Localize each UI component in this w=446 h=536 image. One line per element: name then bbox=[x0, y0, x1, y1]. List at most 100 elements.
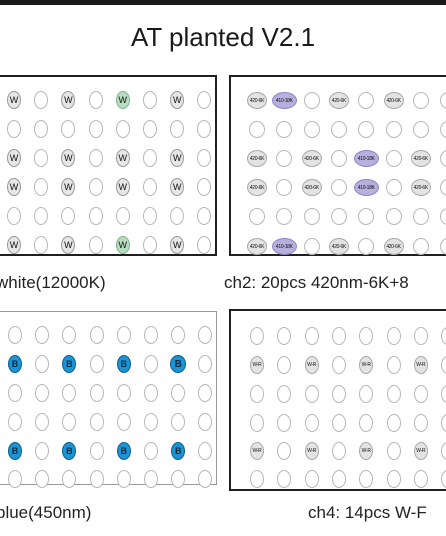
led-slot-empty bbox=[61, 207, 76, 225]
led-slot-empty bbox=[386, 356, 401, 374]
led-ch4-w-r: W-R bbox=[250, 442, 264, 460]
led-slot-empty bbox=[170, 207, 185, 225]
led-slot-empty bbox=[330, 150, 347, 167]
led-slot-empty bbox=[116, 470, 131, 488]
led-slot-empty bbox=[250, 470, 264, 488]
led-slot-empty bbox=[413, 327, 428, 345]
led-slot-empty bbox=[143, 91, 157, 109]
led-ch1-w: W bbox=[61, 91, 76, 109]
led-slot-empty bbox=[359, 327, 374, 345]
led-slot-empty bbox=[249, 121, 265, 138]
led-slot-empty bbox=[277, 470, 292, 488]
led-slot-empty bbox=[358, 92, 375, 109]
led-slot-empty bbox=[413, 414, 428, 432]
led-slot-empty bbox=[385, 208, 402, 225]
led-ch4-w-r: W-R bbox=[359, 442, 374, 460]
top-border bbox=[0, 0, 446, 5]
led-slot-empty bbox=[358, 208, 375, 225]
led-ch3-b: B bbox=[8, 355, 22, 373]
led-slot-empty bbox=[358, 121, 375, 138]
led-ch1-w: W bbox=[61, 236, 76, 254]
led-ch2-420-6k: 420-6K bbox=[410, 150, 431, 167]
led-ch3-b: B bbox=[116, 442, 131, 460]
led-slot-empty bbox=[198, 442, 213, 460]
led-slot-empty bbox=[359, 385, 374, 403]
led-slot-empty bbox=[116, 326, 131, 344]
led-slot-empty bbox=[304, 327, 319, 345]
led-ch1-w: W bbox=[7, 149, 21, 167]
led-ch1-w: W bbox=[115, 236, 130, 254]
led-ch3-b: B bbox=[62, 442, 77, 460]
led-slot-empty bbox=[304, 385, 319, 403]
led-slot-empty bbox=[62, 384, 77, 402]
led-slot-empty bbox=[277, 385, 292, 403]
led-slot-empty bbox=[331, 470, 346, 488]
led-slot-empty bbox=[303, 208, 320, 225]
led-slot-empty bbox=[89, 355, 104, 373]
led-slot-empty bbox=[35, 442, 50, 460]
page-title: AT planted V2.1 bbox=[130, 22, 316, 52]
led-slot-empty bbox=[34, 236, 49, 254]
led-ch2-410-18k: 410-18K bbox=[353, 179, 379, 196]
led-slot-empty bbox=[62, 413, 77, 431]
led-ch4-w-r: W-R bbox=[250, 356, 264, 374]
led-ch2-410-18k: 410-18K bbox=[353, 150, 379, 167]
led-ch3-b: B bbox=[8, 442, 22, 460]
led-ch2-420-6k: 420-6K bbox=[247, 238, 267, 255]
led-slot-empty bbox=[331, 327, 346, 345]
led-slot-empty bbox=[144, 355, 158, 373]
led-slot-empty bbox=[386, 470, 401, 488]
led-slot-empty bbox=[34, 120, 49, 138]
led-slot-empty bbox=[331, 414, 346, 432]
led-ch3-b: B bbox=[171, 442, 186, 460]
led-slot-empty bbox=[88, 91, 103, 109]
led-slot-empty bbox=[197, 236, 212, 254]
led-ch2-410-18k: 410-18K bbox=[271, 92, 297, 109]
led-slot-empty bbox=[35, 413, 50, 431]
led-slot-empty bbox=[34, 207, 49, 225]
led-slot-empty bbox=[8, 470, 22, 488]
led-slot-empty bbox=[250, 327, 264, 345]
led-ch2-410-18k: 410-18K bbox=[271, 238, 297, 255]
led-slot-empty bbox=[277, 356, 292, 374]
led-slot-empty bbox=[35, 384, 50, 402]
led-slot-empty bbox=[412, 208, 429, 225]
led-ch1-w: W bbox=[115, 149, 130, 167]
led-slot-empty bbox=[386, 442, 401, 460]
ch1-panel bbox=[0, 75, 217, 256]
led-ch1-w: W bbox=[61, 178, 76, 196]
led-slot-empty bbox=[7, 207, 21, 225]
led-ch1-w: W bbox=[7, 178, 21, 196]
led-slot-empty bbox=[115, 207, 130, 225]
led-ch2-420-6k: 420-6K bbox=[383, 92, 404, 109]
led-ch1-w: W bbox=[7, 91, 21, 109]
led-slot-empty bbox=[276, 179, 293, 196]
led-slot-empty bbox=[385, 150, 402, 167]
led-ch1-w: W bbox=[170, 91, 185, 109]
led-slot-empty bbox=[62, 470, 77, 488]
led-ch1-w: W bbox=[170, 178, 185, 196]
led-slot-empty bbox=[276, 150, 293, 167]
led-slot-empty bbox=[116, 384, 131, 402]
led-ch1-w: W bbox=[170, 149, 185, 167]
led-slot-empty bbox=[412, 238, 429, 255]
led-slot-empty bbox=[249, 208, 265, 225]
led-slot-empty bbox=[89, 384, 104, 402]
led-slot-empty bbox=[34, 149, 49, 167]
led-ch2-420-6k: 420-6K bbox=[301, 179, 322, 196]
led-slot-empty bbox=[144, 384, 158, 402]
led-ch2-420-6k: 420-6K bbox=[410, 179, 431, 196]
led-slot-empty bbox=[303, 121, 320, 138]
led-slot-empty bbox=[144, 326, 158, 344]
led-slot-empty bbox=[89, 442, 104, 460]
led-ch3-b: B bbox=[62, 355, 77, 373]
led-slot-empty bbox=[171, 326, 186, 344]
led-slot-empty bbox=[88, 178, 103, 196]
led-slot-empty bbox=[197, 178, 212, 196]
led-slot-empty bbox=[359, 470, 374, 488]
led-ch2-420-6k: 420-6K bbox=[328, 238, 349, 255]
led-slot-empty bbox=[144, 442, 158, 460]
led-slot-empty bbox=[61, 120, 76, 138]
led-slot-empty bbox=[197, 207, 212, 225]
led-slot-empty bbox=[88, 207, 103, 225]
